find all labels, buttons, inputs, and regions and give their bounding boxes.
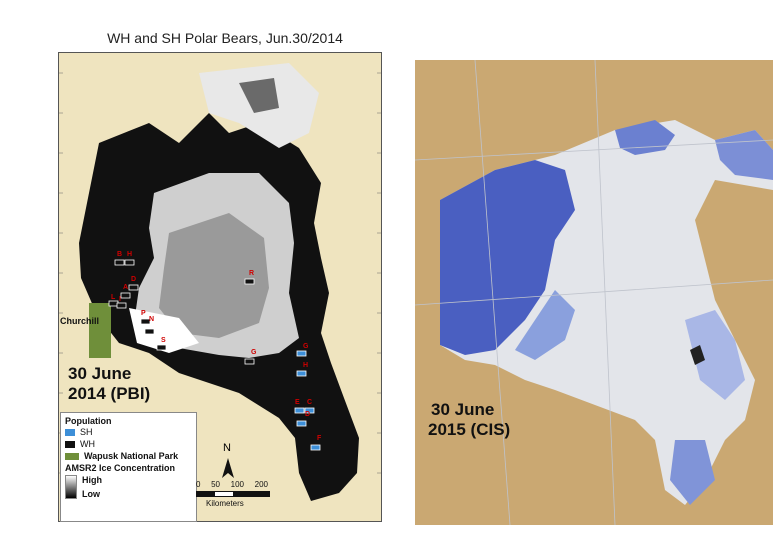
svg-text:F: F	[317, 435, 322, 442]
right-date-line1: 30 June	[431, 400, 495, 419]
ice-legend-title: AMSR2 Ice Concentration	[65, 463, 176, 473]
bear-marker-WH-A[interactable]: A	[120, 284, 131, 299]
svg-text:D: D	[131, 276, 136, 283]
north-arrow: N	[218, 442, 238, 485]
svg-text:R: R	[249, 270, 254, 277]
bear-marker-WH-B[interactable]: B	[114, 251, 125, 266]
bear-marker-WH-R[interactable]: R	[244, 270, 255, 285]
svg-text:B: B	[117, 251, 122, 258]
ice-mid-area	[159, 213, 269, 338]
bear-marker-SH-H[interactable]: H	[296, 362, 308, 377]
map-legend: Population SH WH Wapusk National Park AM…	[60, 412, 197, 522]
svg-text:G: G	[303, 343, 309, 350]
cis-graticule	[415, 60, 773, 525]
north-label: N	[223, 442, 231, 454]
bear-marker-SH-D[interactable]: D	[296, 411, 310, 427]
bear-marker-WH-H[interactable]: H	[124, 251, 135, 266]
svg-text:I: I	[119, 296, 121, 303]
bear-marker-SH-E[interactable]: E	[294, 399, 305, 414]
bear-marker-SH-F[interactable]: F	[310, 435, 322, 451]
ice-high-label: High	[82, 475, 102, 485]
northern-ice-dark	[239, 78, 279, 113]
cis-island	[690, 345, 705, 365]
wapusk-national-park	[89, 303, 111, 358]
bear-marker-WH-D[interactable]: D	[128, 276, 139, 291]
scale-tick: 100	[230, 480, 244, 489]
svg-text:E: E	[295, 399, 300, 406]
bear-marker-SH-G[interactable]: G	[296, 343, 309, 357]
ice-gradient-swatch-icon	[65, 475, 77, 499]
left-date-line2: 2014 (PBI)	[68, 384, 151, 403]
left-date-line1: 30 June	[68, 364, 132, 383]
svg-text:L: L	[111, 294, 116, 301]
cis-ice-southeast	[685, 310, 745, 400]
svg-text:C: C	[307, 399, 312, 406]
cis-ice-medium	[515, 290, 575, 360]
svg-text:A: A	[123, 284, 128, 291]
right-date-line2: 2015 (CIS)	[428, 420, 511, 439]
ice-gradient-legend: High Low	[61, 475, 196, 499]
bear-markers: B H D A L I P N S R G G H E C D F	[108, 251, 322, 451]
right-map-frame	[415, 60, 773, 525]
legend-item-wapusk: Wapusk National Park	[61, 450, 196, 462]
wh-swatch-icon	[65, 440, 75, 448]
svg-text:D: D	[305, 411, 310, 418]
bear-marker-WH-S[interactable]: S	[156, 337, 167, 351]
bear-marker-WH-I[interactable]: I	[116, 296, 127, 309]
ice-low-label: Low	[82, 489, 100, 499]
left-map-title: WH and SH Polar Bears, Jun.30/2014	[107, 30, 343, 46]
scale-ticks: 0 50 100 200	[196, 480, 268, 489]
legend-title: Population	[65, 416, 112, 426]
svg-text:P: P	[141, 310, 146, 317]
scale-bar: 0 50 100 200 Kilometers	[196, 480, 276, 520]
scale-tick: 0	[196, 480, 201, 489]
svg-text:H: H	[127, 251, 132, 258]
wapusk-swatch-icon	[65, 452, 79, 460]
bear-marker-WH-P[interactable]: P	[140, 310, 151, 325]
left-date-label: 30 June 2014 (PBI)	[68, 364, 150, 404]
cis-ice-james-bay	[670, 440, 715, 505]
svg-text:H: H	[303, 362, 308, 369]
sh-swatch-icon	[65, 428, 75, 436]
cis-ice-thick-west	[440, 160, 575, 355]
svg-text:N: N	[149, 316, 154, 323]
bear-marker-SH-C[interactable]: C	[304, 399, 315, 414]
legend-item-sh: SH	[61, 426, 196, 438]
scale-tick: 50	[211, 480, 220, 489]
right-date-label: 30 June 2015 (CIS)	[428, 400, 510, 440]
bear-marker-WH-G[interactable]: G	[244, 349, 257, 365]
legend-item-label: SH	[80, 427, 93, 437]
legend-item-wh: WH	[61, 438, 196, 450]
scale-tick: 200	[254, 480, 268, 489]
right-map-svg	[415, 60, 773, 525]
legend-item-label: WH	[80, 439, 95, 449]
svg-text:S: S	[161, 337, 166, 344]
svg-text:G: G	[251, 349, 257, 356]
legend-item-label: Wapusk National Park	[84, 451, 179, 461]
bear-marker-WH-N[interactable]: N	[144, 316, 155, 335]
churchill-label: Churchill	[60, 316, 100, 326]
north-arrow-icon	[222, 458, 234, 478]
scale-unit: Kilometers	[206, 499, 244, 508]
scale-bar-graphic	[196, 491, 270, 497]
